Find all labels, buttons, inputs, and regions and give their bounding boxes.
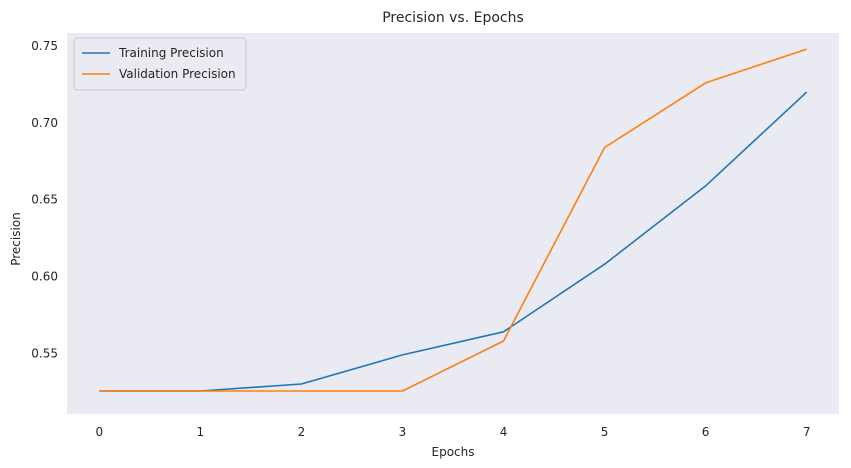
chart-title: Precision vs. Epochs [382, 10, 524, 26]
y-tick-label: 0.70 [31, 116, 58, 130]
series-line-0 [99, 91, 808, 392]
x-tick-label: 7 [803, 425, 811, 439]
x-tick-labels: 0 1 2 3 4 5 6 7 [96, 425, 811, 439]
x-tick-label: 6 [702, 425, 710, 439]
y-axis-label: Precision [9, 212, 23, 266]
x-tick-label: 3 [399, 425, 407, 439]
x-axis-label: Epochs [432, 445, 475, 459]
x-tick-label: 5 [601, 425, 609, 439]
legend-box [73, 37, 247, 91]
y-tick-labels: 0.55 0.60 0.65 0.70 0.75 [31, 39, 58, 360]
series-layer [99, 48, 808, 392]
x-tick-label: 4 [500, 425, 508, 439]
series-line-1 [99, 48, 807, 392]
plot-area [67, 33, 839, 414]
y-tick-label: 0.65 [31, 193, 58, 207]
y-tick-label: 0.60 [31, 270, 58, 284]
y-tick-label: 0.75 [31, 39, 58, 53]
x-tick-label: 2 [298, 425, 306, 439]
y-tick-label: 0.55 [31, 346, 58, 360]
x-tick-label: 0 [96, 425, 104, 439]
x-tick-label: 1 [197, 425, 205, 439]
legend-label-1: Validation Precision [119, 67, 236, 81]
legend: Training Precision Validation Precision [73, 37, 247, 91]
legend-label-0: Training Precision [118, 46, 224, 60]
